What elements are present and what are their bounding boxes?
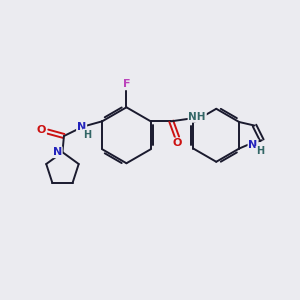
Text: H: H	[83, 130, 92, 140]
Text: N: N	[77, 122, 86, 132]
Text: N: N	[248, 140, 258, 150]
Text: O: O	[172, 138, 182, 148]
Text: F: F	[123, 79, 130, 89]
Text: N: N	[52, 147, 62, 157]
Text: O: O	[37, 125, 46, 135]
Text: H: H	[256, 146, 265, 157]
Text: NH: NH	[188, 112, 206, 122]
